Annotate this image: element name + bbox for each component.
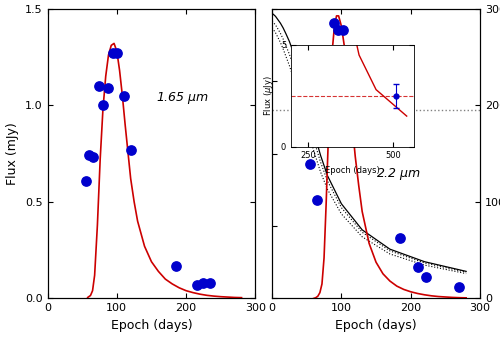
Point (334, 28, 342, 33)
Point (172, 263, 179, 268)
Point (96, 83, 104, 89)
Point (110, 50, 118, 56)
Point (206, 280, 214, 286)
Point (192, 282, 200, 288)
Point (455, 284, 463, 289)
Point (113, 50, 121, 56)
Point (120, 93, 128, 98)
Text: 1.65 $\mu$m: 1.65 $\mu$m (156, 90, 208, 106)
Point (104, 85, 112, 91)
Point (82, 178, 90, 183)
Point (346, 100, 354, 106)
Y-axis label: Flux ($\mu$Jy): Flux ($\mu$Jy) (262, 76, 276, 116)
Point (88, 155, 96, 160)
Point (352, 115, 360, 120)
Point (414, 264, 422, 269)
Point (85, 153, 93, 158)
Point (313, 197, 321, 203)
Point (306, 161, 314, 166)
Point (396, 235, 404, 240)
Point (99, 102, 107, 108)
Point (330, 20, 338, 26)
Point (200, 280, 207, 286)
Text: 2.2 $\mu$m: 2.2 $\mu$m (376, 166, 421, 182)
X-axis label: Epoch (days): Epoch (days) (325, 166, 380, 175)
Point (422, 274, 430, 279)
Point (126, 147, 134, 152)
Point (340, 28, 347, 33)
Point (320, 100, 328, 106)
X-axis label: Epoch (days): Epoch (days) (110, 319, 192, 332)
X-axis label: Epoch (days): Epoch (days) (335, 319, 417, 332)
Y-axis label: Flux (mJy): Flux (mJy) (6, 122, 20, 185)
Point (325, 57, 333, 62)
